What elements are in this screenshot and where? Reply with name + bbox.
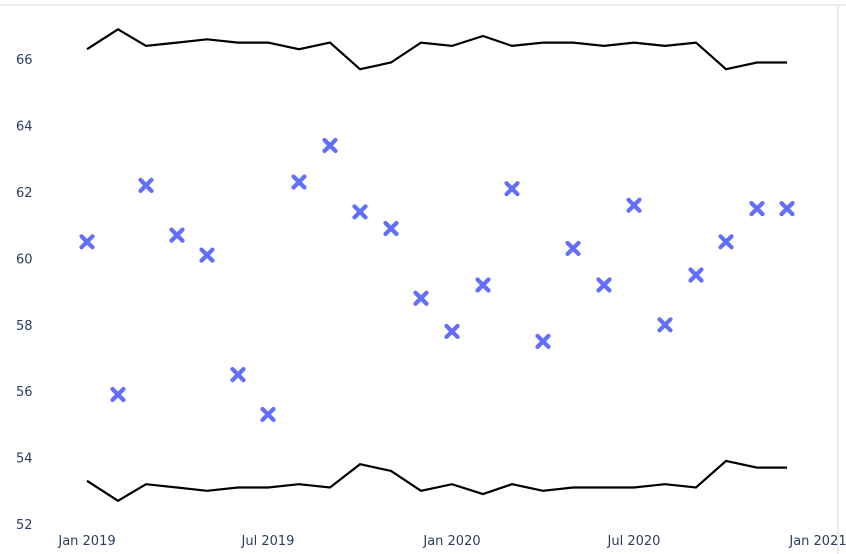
x-tick-label: Jan 2020 bbox=[422, 534, 480, 549]
x-tick-label: Jan 2021 bbox=[788, 534, 846, 549]
y-tick-label: 56 bbox=[16, 385, 33, 400]
data-point-marker bbox=[779, 201, 795, 217]
data-point-marker bbox=[749, 201, 765, 217]
y-tick-label: 64 bbox=[16, 120, 33, 135]
data-point-marker bbox=[535, 333, 551, 349]
data-point-marker bbox=[657, 317, 673, 333]
data-point-marker bbox=[322, 137, 338, 154]
data-point-marker bbox=[626, 197, 642, 213]
data-point-marker bbox=[79, 234, 95, 250]
data-point-marker bbox=[260, 406, 276, 423]
y-tick-label: 66 bbox=[16, 53, 33, 68]
data-point-marker bbox=[110, 386, 126, 403]
data-point-marker bbox=[199, 247, 215, 263]
data-point-marker bbox=[169, 227, 185, 243]
data-point-marker bbox=[688, 267, 704, 283]
series-line-1 bbox=[86, 28, 787, 71]
data-point-marker bbox=[475, 277, 491, 293]
series-line-2 bbox=[86, 459, 787, 503]
data-point-marker bbox=[444, 323, 460, 340]
marker-series-group bbox=[79, 137, 795, 423]
y-tick-label: 54 bbox=[16, 452, 33, 467]
x-tick-label: Jul 2020 bbox=[607, 534, 661, 549]
y-tick-label: 62 bbox=[16, 186, 33, 201]
data-point-marker bbox=[138, 177, 154, 193]
x-tick-label: Jul 2019 bbox=[241, 534, 295, 549]
data-point-marker bbox=[383, 220, 399, 237]
data-point-marker bbox=[596, 277, 612, 293]
data-point-marker bbox=[230, 367, 246, 383]
y-axis-ticks: 52 54 56 58 60 62 64 66 bbox=[16, 53, 33, 533]
data-point-marker bbox=[565, 240, 581, 257]
y-tick-label: 60 bbox=[16, 252, 33, 267]
data-point-marker bbox=[718, 234, 734, 250]
data-point-marker bbox=[291, 174, 307, 190]
x-tick-label: Jan 2019 bbox=[57, 534, 115, 549]
y-tick-label: 58 bbox=[16, 319, 33, 334]
data-point-marker bbox=[352, 204, 368, 220]
data-point-marker bbox=[504, 181, 520, 197]
data-point-marker bbox=[413, 290, 429, 306]
line-series-group bbox=[86, 28, 787, 503]
x-axis-ticks: Jan 2019 Jul 2019 Jan 2020 Jul 2020 Jan 2021 bbox=[57, 534, 846, 549]
y-tick-label: 52 bbox=[16, 518, 33, 533]
